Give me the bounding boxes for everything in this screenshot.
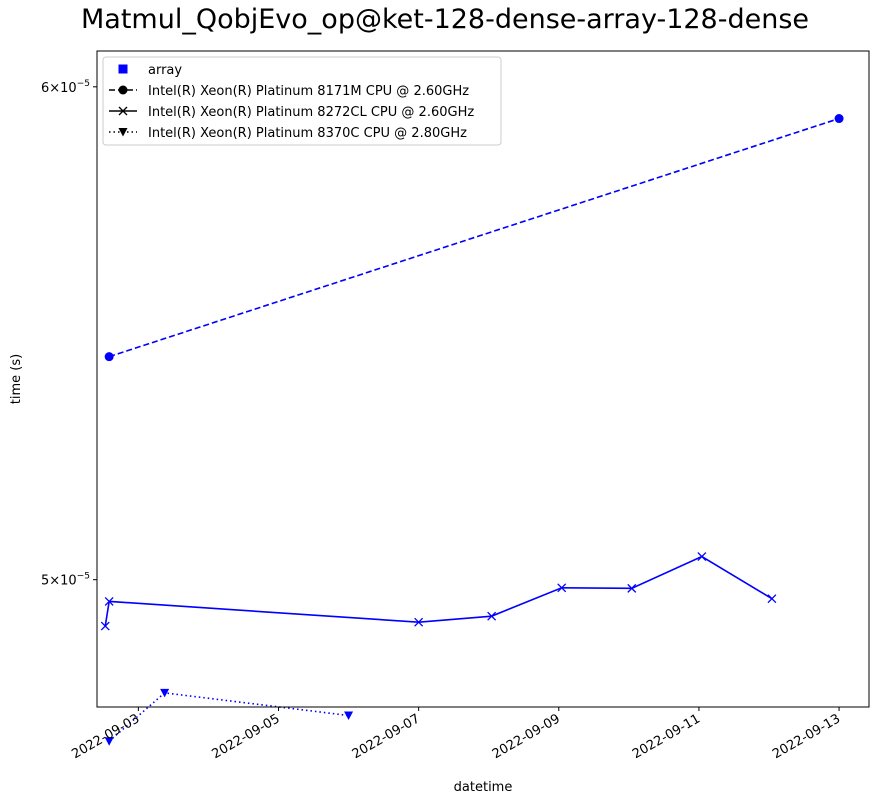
series-line (104, 555, 773, 627)
legend: array Intel(R) Xeon(R) Platinum 8171M CPU… (102, 56, 502, 146)
legend-marker (118, 85, 128, 95)
y-tick-label: 5×10−5 (41, 572, 90, 589)
series-group (104, 114, 844, 362)
series-group (104, 688, 354, 746)
series-line (108, 692, 349, 742)
legend-marker (118, 128, 128, 137)
legend-marker (118, 64, 128, 74)
data-point (104, 596, 114, 606)
legend-label: Intel(R) Xeon(R) Platinum 8272CL CPU @ 2… (148, 105, 474, 120)
x-tick-label: 2022-09-03 (69, 711, 142, 762)
legend-label: array (148, 63, 182, 78)
data-point (834, 114, 844, 124)
y-tick-label: 6×10−5 (41, 79, 90, 96)
data-point (104, 737, 114, 746)
x-tick-label: 2022-09-11 (630, 711, 703, 762)
data-point (767, 594, 777, 604)
x-tick-label: 2022-09-13 (770, 711, 843, 762)
data-point (100, 621, 110, 631)
x-tick-label: 2022-09-09 (490, 711, 563, 762)
data-point (414, 617, 424, 627)
data-point (697, 552, 707, 562)
chart-title: Matmul_QobjEvo_op@ket-128-dense-array-12… (80, 4, 810, 35)
data-point (344, 711, 354, 721)
x-axis-label: datetime (454, 780, 513, 795)
series-line (108, 117, 840, 358)
axes: 2022-09-03 2022-09-05 2022-09-07 2022-09-09… (41, 50, 870, 762)
axes-frame (96, 50, 870, 708)
x-tick-label: 2022-09-07 (350, 711, 423, 762)
data-point (627, 583, 637, 593)
plot-area (100, 114, 844, 746)
legend-label: Intel(R) Xeon(R) Platinum 8370C CPU @ 2.… (148, 126, 467, 141)
data-point (160, 688, 170, 698)
legend-marker (118, 106, 128, 116)
legend-label: Intel(R) Xeon(R) Platinum 8171M CPU @ 2.… (148, 84, 469, 99)
y-axis-label: time (s) (9, 354, 24, 404)
data-point (557, 583, 567, 593)
data-point (487, 611, 497, 621)
series-group (100, 552, 777, 631)
legend-frame (102, 56, 502, 146)
data-point (104, 352, 114, 362)
x-tick-label: 2022-09-05 (210, 711, 283, 762)
